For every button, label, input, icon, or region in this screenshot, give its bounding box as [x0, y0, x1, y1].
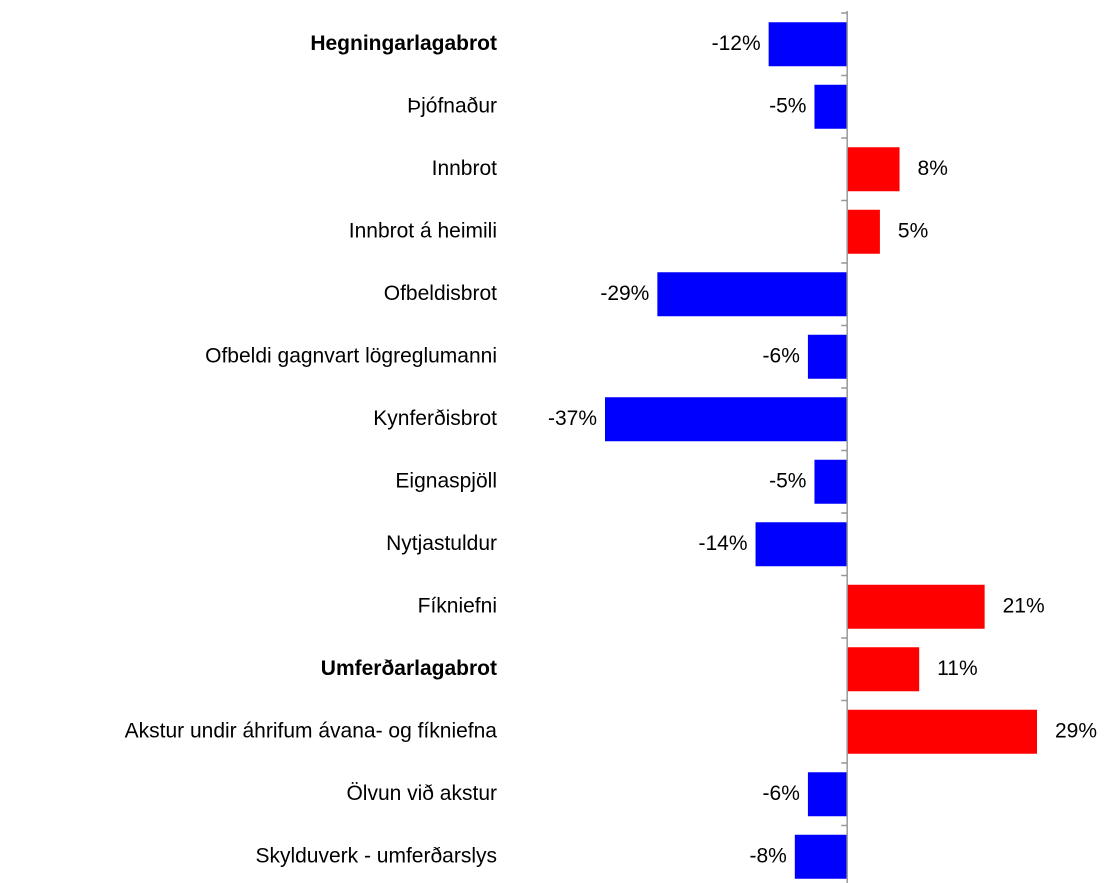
value-label: 11%	[937, 657, 977, 680]
category-label: Eignaspjöll	[395, 469, 497, 492]
value-label: 21%	[1003, 594, 1045, 617]
category-label: Skylduverk - umferðarslys	[255, 844, 497, 867]
value-label: -12%	[712, 32, 761, 55]
value-label: -5%	[769, 94, 806, 117]
value-label: -29%	[600, 282, 649, 305]
value-label: 5%	[898, 219, 928, 242]
bar	[657, 272, 848, 317]
bar	[847, 209, 880, 254]
category-label: Fíkniefni	[418, 594, 497, 617]
category-label: Nytjastuldur	[386, 532, 497, 555]
bar	[605, 397, 848, 442]
value-label: -5%	[769, 469, 806, 492]
category-label: Kynferðisbrot	[373, 407, 497, 430]
value-label: -6%	[763, 344, 800, 367]
category-label: Ofbeldisbrot	[384, 282, 497, 305]
category-label: Umferðarlagabrot	[321, 657, 497, 680]
category-label: Innbrot	[432, 157, 498, 180]
value-label: 8%	[918, 157, 948, 180]
bar	[847, 147, 900, 192]
value-label: -6%	[763, 782, 800, 805]
category-label: Akstur undir áhrifum ávana- og fíkniefna	[125, 719, 498, 742]
bar	[755, 522, 848, 567]
value-label: -8%	[749, 844, 786, 867]
category-label: Ölvun við akstur	[346, 782, 497, 805]
category-label: Hegningarlagabrot	[310, 32, 497, 55]
bar	[768, 22, 848, 67]
category-label: Þjófnaður	[407, 94, 497, 117]
bar	[847, 584, 985, 629]
value-label: -14%	[699, 532, 748, 555]
bar	[794, 834, 848, 879]
bar	[807, 334, 848, 379]
bar	[847, 647, 920, 692]
bar	[814, 459, 848, 504]
bar	[807, 772, 848, 817]
category-label: Innbrot á heimili	[349, 219, 497, 242]
value-label: 29%	[1055, 719, 1097, 742]
bar	[847, 709, 1037, 754]
category-label: Ofbeldi gagnvart lögreglumanni	[205, 344, 497, 367]
bar	[814, 84, 848, 129]
value-label: -37%	[548, 407, 597, 430]
